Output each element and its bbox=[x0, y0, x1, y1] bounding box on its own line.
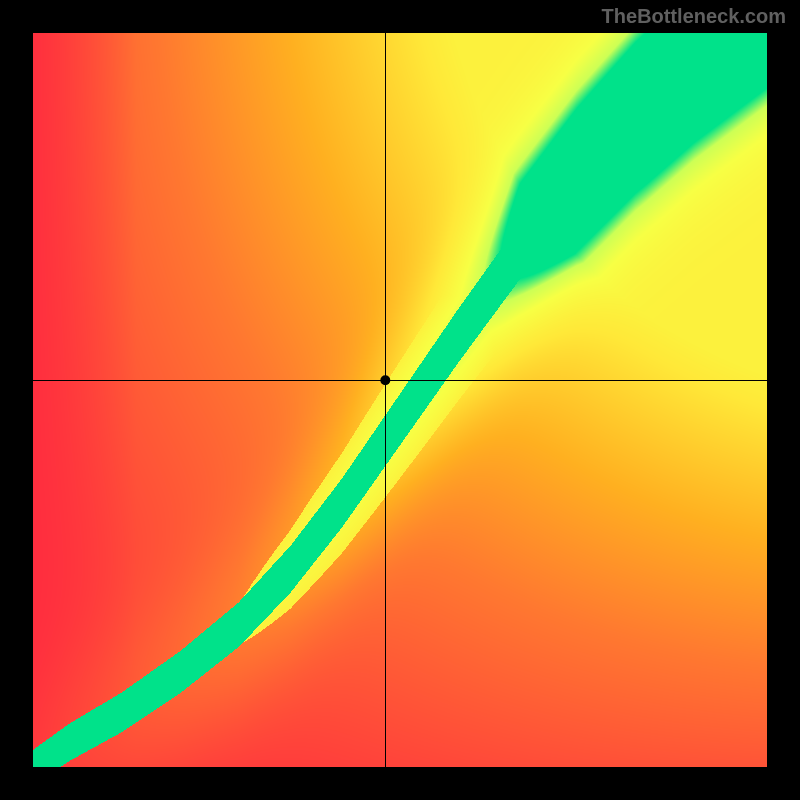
watermark-label: TheBottleneck.com bbox=[602, 6, 786, 29]
chart-container: TheBottleneck.com bbox=[0, 0, 800, 800]
bottleneck-heatmap bbox=[0, 0, 800, 800]
